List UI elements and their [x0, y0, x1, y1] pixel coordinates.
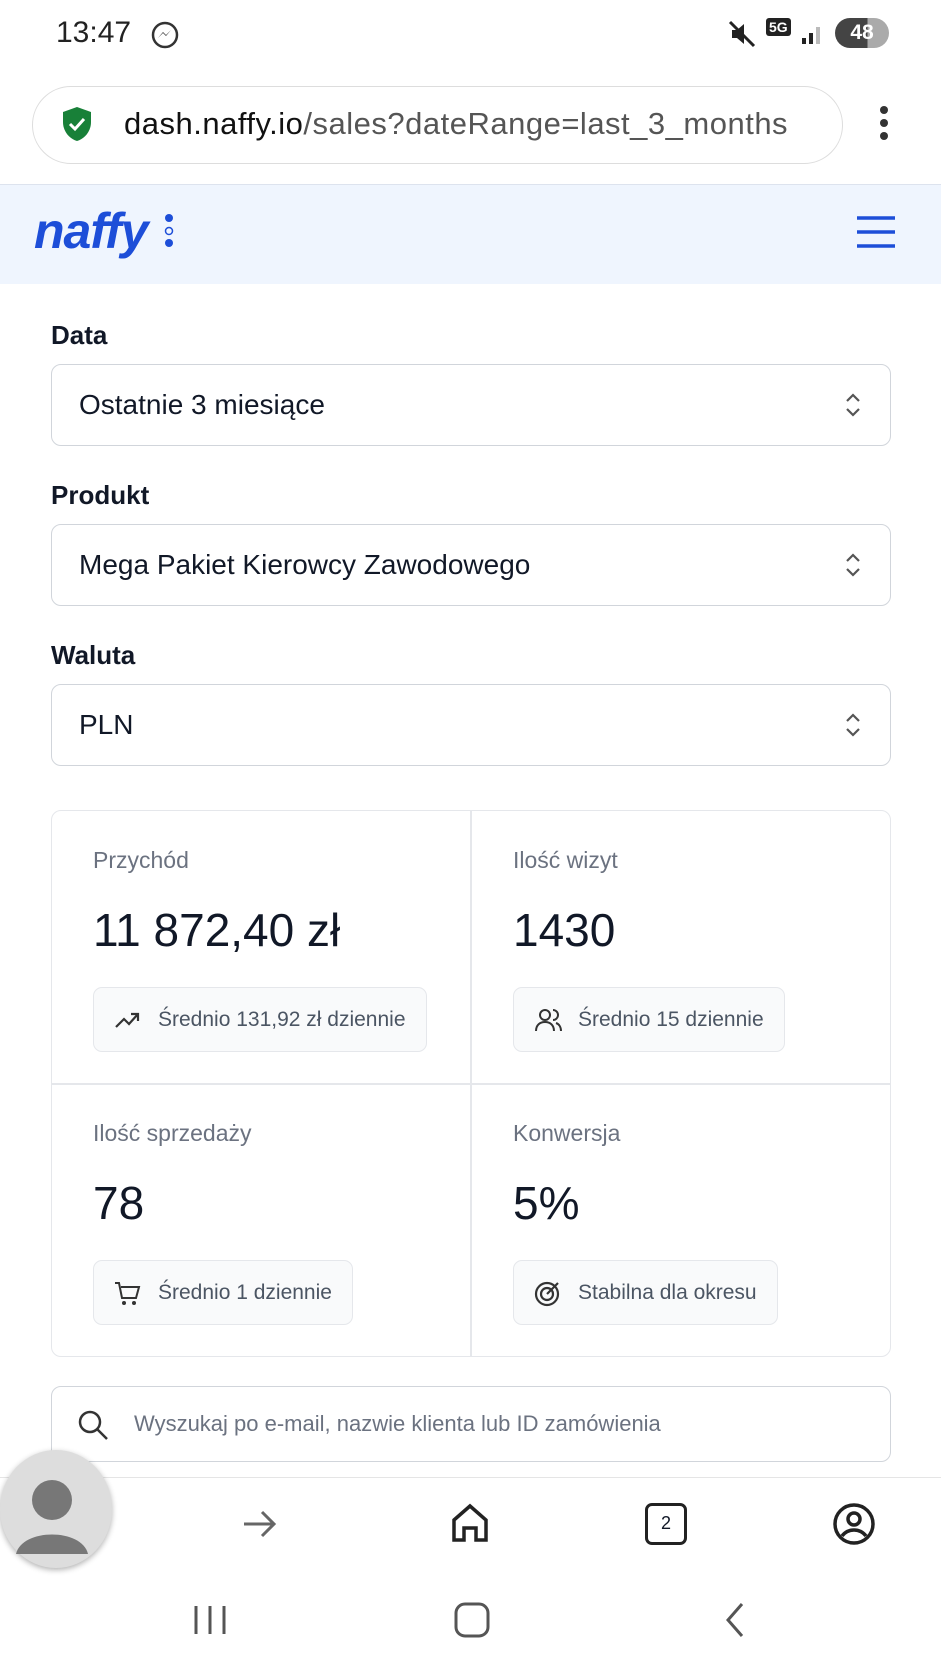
filter-select[interactable]: Mega Pakiet Kierowcy Zawodowego [51, 524, 891, 606]
secure-icon [63, 107, 91, 141]
search-icon [78, 1410, 108, 1440]
network-type: 5G [766, 18, 791, 36]
stat-label: Konwersja [513, 1120, 621, 1146]
app-header [0, 184, 941, 284]
logo-dots [164, 214, 174, 247]
filter-value: PLN [79, 709, 134, 740]
url-domain: dash.naffy.io [124, 106, 304, 141]
home-button[interactable] [450, 1502, 490, 1544]
chat-head[interactable] [0, 1450, 112, 1568]
stat-note-text: Średnio 1 dziennie [158, 1281, 332, 1304]
stat-value: 5% [513, 1177, 580, 1229]
search-box[interactable] [51, 1386, 891, 1462]
filter-value: Ostatnie 3 miesiące [79, 389, 325, 420]
filter-select[interactable]: PLN [51, 684, 891, 766]
home-nav-button[interactable] [452, 1600, 492, 1640]
filter-value: Mega Pakiet Kierowcy Zawodowego [79, 549, 531, 580]
filter-label: Waluta [51, 640, 136, 670]
battery: 48 [835, 18, 889, 48]
stat-cell: Ilość sprzedaży 78 Średnio 1 dziennie [51, 1084, 471, 1357]
stat-cell: Konwersja 5% Stabilna dla okresu [471, 1084, 891, 1357]
stat-label: Ilość sprzedaży [93, 1120, 252, 1146]
divider [52, 1083, 890, 1085]
account-button[interactable] [832, 1502, 876, 1546]
bottom-bar [0, 1477, 941, 1672]
recents-button[interactable] [192, 1602, 228, 1638]
mute-icon [728, 20, 756, 48]
stat-note: Stabilna dla okresu [513, 1260, 778, 1325]
stat-icon [534, 1281, 560, 1307]
url: dash.naffy.io/sales?dateRange=last_3_mon… [124, 106, 788, 142]
stat-icon [535, 1009, 562, 1032]
filter-label: Data [51, 320, 108, 350]
stat-note: Średnio 1 dziennie [93, 1260, 353, 1325]
stat-cell: Przychód 11 872,40 zł Średnio 131,92 zł dz… [51, 811, 471, 1084]
search-placeholder: Wyszukaj po e-mail, nazwie klienta lub I… [134, 1411, 661, 1436]
stat-note: Średnio 15 dziennie [513, 987, 785, 1052]
status-time: 13:47 [56, 16, 132, 49]
signal-icon [802, 27, 820, 44]
stat-note-text: Średnio 131,92 zł dziennie [158, 1008, 406, 1031]
filter-label: Produkt [51, 480, 150, 510]
stat-label: Ilość wizyt [513, 847, 618, 873]
back-button[interactable] [720, 1600, 750, 1640]
stat-icon [115, 1282, 141, 1305]
filter-select[interactable]: Ostatnie 3 miesiące [51, 364, 891, 446]
hamburger-menu[interactable] [855, 214, 897, 250]
stat-label: Przychód [93, 847, 189, 873]
url-path: /sales?dateRange=last_3_months [303, 106, 789, 141]
forward-button[interactable] [240, 1506, 280, 1542]
stat-icon [115, 1012, 140, 1028]
stat-value: 11 872,40 zł [93, 904, 341, 956]
menu-button[interactable] [876, 104, 892, 144]
tabs-button[interactable]: 2 [645, 1503, 687, 1545]
stats-card [51, 810, 891, 1357]
messenger-icon [151, 21, 179, 49]
logo[interactable]: naffy [34, 203, 149, 259]
stat-note: Średnio 131,92 zł dziennie [93, 987, 427, 1052]
url-bar[interactable] [32, 86, 843, 164]
stat-value: 78 [93, 1177, 145, 1229]
stat-cell: Ilość wizyt 1430 Średnio 15 dziennie [471, 811, 891, 1084]
stat-note-text: Średnio 15 dziennie [578, 1008, 764, 1031]
stat-value: 1430 [513, 904, 616, 956]
stat-note-text: Stabilna dla okresu [578, 1281, 757, 1304]
